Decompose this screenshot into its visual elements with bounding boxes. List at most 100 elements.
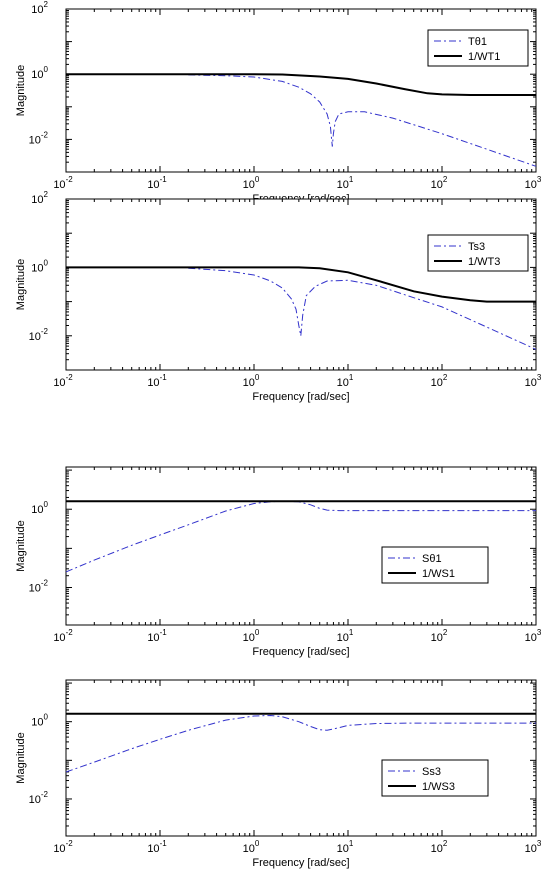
x-tick-label: 101 xyxy=(337,175,354,191)
y-axis-label: Magnitude xyxy=(15,65,27,116)
x-tick-label-exp: -1 xyxy=(160,373,168,382)
x-tick-label-exp: -1 xyxy=(160,839,168,848)
legend-entry-2: 1/WT1 xyxy=(468,51,500,63)
x-tick-label: 101 xyxy=(337,839,354,855)
x-tick-label-base: 10 xyxy=(147,377,159,389)
y-tick-label: 10-2 xyxy=(29,327,49,343)
y-tick-label-exp: 0 xyxy=(44,500,49,509)
y-tick-label-base: 10 xyxy=(31,4,43,16)
legend: Ts3 1/WT3 xyxy=(427,234,529,272)
x-tick-label: 103 xyxy=(525,373,542,389)
y-tick-label: 100 xyxy=(31,258,48,274)
legend-entry-2: 1/WS3 xyxy=(422,781,455,793)
y-tick-label-exp: 2 xyxy=(44,0,49,9)
legend-entry-2: 1/WS1 xyxy=(422,568,455,580)
y-tick-label: 10-2 xyxy=(29,130,49,146)
y-tick-label-exp: -2 xyxy=(41,130,49,139)
x-tick-label: 10-2 xyxy=(53,839,73,855)
x-tick-label-base: 10 xyxy=(525,632,537,644)
x-tick-label: 10-1 xyxy=(147,628,167,644)
x-tick-label-exp: 1 xyxy=(349,839,354,848)
x-tick-label-base: 10 xyxy=(147,632,159,644)
x-tick-label: 102 xyxy=(431,839,448,855)
y-tick-label: 100 xyxy=(31,500,48,516)
legend-box xyxy=(381,759,489,797)
legend-entry-1: Ts3 xyxy=(468,241,485,253)
x-tick-label: 102 xyxy=(431,175,448,191)
y-tick-label: 102 xyxy=(31,190,48,206)
x-tick-label-base: 10 xyxy=(431,632,443,644)
y-tick-label-base: 10 xyxy=(29,134,41,146)
x-tick-label-base: 10 xyxy=(431,179,443,191)
chart-panel-2: 10-2 10-1 100 101 102 10310210010-2Frequency … xyxy=(15,190,542,403)
legend: Sθ1 1/WS1 xyxy=(381,546,489,584)
x-tick-label-exp: -2 xyxy=(66,628,74,637)
x-tick-label: 10-1 xyxy=(147,175,167,191)
x-tick-label: 100 xyxy=(243,628,260,644)
y-tick-label: 100 xyxy=(31,65,48,81)
x-tick-label: 102 xyxy=(431,373,448,389)
y-axis-label: Magnitude xyxy=(15,259,27,310)
series-line-1 xyxy=(65,714,536,773)
x-tick-label-exp: -2 xyxy=(66,175,74,184)
x-tick-label: 100 xyxy=(243,175,260,191)
y-axis-label: Magnitude xyxy=(15,732,27,783)
x-tick-label-exp: 2 xyxy=(443,373,448,382)
plot-area xyxy=(65,679,537,837)
x-tick-label-exp: 2 xyxy=(443,839,448,848)
chart-panel-1: 10-210-110010110210310210010-2Frequency … xyxy=(15,0,542,205)
x-tick-label-base: 10 xyxy=(53,377,65,389)
x-tick-label: 101 xyxy=(337,373,354,389)
x-tick-label: 103 xyxy=(525,628,542,644)
y-tick-label-exp: 2 xyxy=(44,190,49,199)
x-tick-label: 10-2 xyxy=(53,628,73,644)
x-tick-label-exp: -2 xyxy=(66,839,74,848)
y-tick-label-base: 10 xyxy=(31,262,43,274)
x-tick-label-base: 10 xyxy=(243,377,255,389)
y-tick-label-base: 10 xyxy=(29,331,41,343)
x-tick-label-exp: 2 xyxy=(443,175,448,184)
legend-entry-1: Ss3 xyxy=(422,766,441,778)
y-tick-label: 102 xyxy=(31,0,48,16)
x-tick-label-exp: 3 xyxy=(537,839,542,848)
x-tick-label-base: 10 xyxy=(525,377,537,389)
y-tick-label-base: 10 xyxy=(31,717,43,729)
y-tick-label-base: 10 xyxy=(31,194,43,206)
plot-area xyxy=(65,466,537,626)
x-tick-label: 10-1 xyxy=(147,373,167,389)
x-axis-label: Frequency [rad/sec] xyxy=(252,391,349,403)
y-tick-label-exp: -2 xyxy=(41,578,49,587)
legend-box xyxy=(381,546,489,584)
x-tick-label-base: 10 xyxy=(53,179,65,191)
x-tick-label-exp: 2 xyxy=(443,628,448,637)
x-tick-label-base: 10 xyxy=(525,843,537,855)
legend-box xyxy=(427,29,529,67)
series-line-1 xyxy=(188,74,537,167)
x-tick-label-exp: 0 xyxy=(255,175,260,184)
x-tick-label: 10-2 xyxy=(53,175,73,191)
series-line-1 xyxy=(188,267,537,350)
x-tick-label-base: 10 xyxy=(243,632,255,644)
x-tick-label: 100 xyxy=(243,839,260,855)
x-tick-label-base: 10 xyxy=(53,843,65,855)
legend: Ss3 1/WS3 xyxy=(381,759,489,797)
y-axis-label: Magnitude xyxy=(15,520,27,571)
x-tick-label-base: 10 xyxy=(337,632,349,644)
legend-entry-1: Sθ1 xyxy=(422,553,442,565)
x-tick-label-base: 10 xyxy=(53,632,65,644)
x-tick-label-base: 10 xyxy=(337,179,349,191)
x-tick-label: 10-2 xyxy=(53,373,73,389)
legend: Tθ1 1/WT1 xyxy=(427,29,529,67)
x-tick-label: 101 xyxy=(337,628,354,644)
legend-entry-1: Tθ1 xyxy=(468,36,487,48)
y-tick-label: 10-2 xyxy=(29,790,49,806)
x-tick-label-base: 10 xyxy=(431,377,443,389)
x-axis-label: Frequency [rad/sec] xyxy=(252,646,349,658)
y-tick-label-exp: 0 xyxy=(44,258,49,267)
y-tick-label-exp: 0 xyxy=(44,713,49,722)
x-tick-label-exp: 3 xyxy=(537,175,542,184)
x-tick-label: 100 xyxy=(243,373,260,389)
